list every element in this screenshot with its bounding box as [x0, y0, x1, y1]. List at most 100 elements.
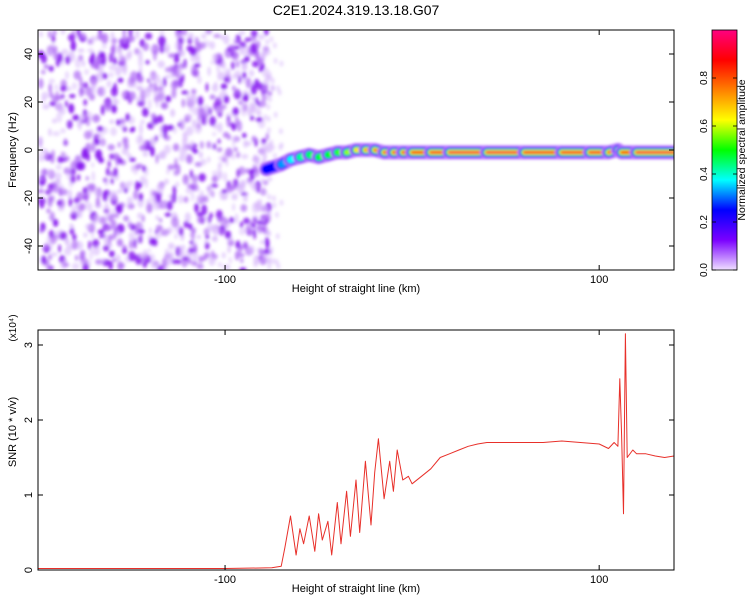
noise-speck [52, 218, 59, 227]
noise-speck [155, 86, 164, 92]
noise-speck [184, 212, 191, 223]
noise-speck [245, 168, 251, 174]
noise-speck [256, 199, 263, 205]
noise-speck [213, 124, 219, 130]
noise-speck [201, 115, 206, 126]
noise-speck [273, 152, 277, 159]
noise-speck [83, 130, 92, 140]
snr-ylabel: SNR (10 * v/v) [7, 397, 19, 467]
noise-speck [112, 97, 117, 103]
noise-speck [188, 223, 193, 231]
snr-series-line [38, 333, 674, 569]
noise-speck [63, 138, 68, 147]
noise-speck [110, 178, 114, 185]
noise-speck [82, 82, 89, 89]
noise-speck [158, 152, 163, 160]
noise-speck [266, 103, 271, 110]
noise-speck [206, 30, 211, 34]
noise-speck [96, 125, 104, 132]
noise-speck [49, 211, 55, 222]
noise-speck [61, 151, 65, 157]
noise-speck [50, 235, 57, 245]
noise-speck [256, 186, 260, 194]
noise-speck [221, 252, 226, 259]
noise-speck [211, 84, 219, 92]
noise-speck [194, 36, 199, 47]
noise-speck [54, 172, 62, 180]
noise-speck [210, 183, 219, 188]
noise-speck [149, 237, 156, 246]
noise-speck [243, 93, 249, 103]
noise-speck [84, 223, 93, 230]
noise-speck [208, 256, 216, 266]
noise-speck [219, 171, 223, 180]
noise-speck [143, 249, 148, 259]
noise-speck [117, 77, 124, 83]
noise-speck [250, 83, 257, 95]
noise-speck [189, 140, 195, 149]
noise-speck [135, 225, 139, 236]
noise-speck [227, 245, 231, 254]
noise-speck [104, 234, 108, 246]
noise-speck [267, 194, 272, 200]
noise-speck [51, 95, 60, 103]
noise-speck [232, 38, 239, 45]
noise-speck [94, 138, 100, 146]
noise-speck [225, 159, 229, 167]
noise-speck [118, 52, 123, 61]
noise-speck [271, 144, 275, 151]
noise-speck [85, 176, 90, 181]
noise-speck [64, 71, 70, 80]
noise-speck [92, 114, 100, 123]
noise-speck [250, 115, 254, 121]
noise-speck [127, 35, 135, 43]
noise-speck [185, 180, 189, 185]
noise-speck [252, 228, 257, 240]
noise-speck [258, 248, 265, 256]
noise-speck [115, 65, 122, 77]
noise-speck [174, 233, 178, 240]
noise-speck [47, 255, 53, 260]
noise-speck [265, 132, 269, 141]
noise-speck [192, 69, 200, 78]
noise-speck [196, 235, 202, 239]
noise-speck [98, 157, 105, 164]
noise-speck [197, 215, 204, 224]
noise-speck [77, 174, 81, 181]
noise-speck [98, 140, 106, 147]
colorbar-frame [711, 29, 738, 271]
noise-speck [85, 86, 93, 97]
noise-speck [44, 150, 49, 160]
noise-speck [110, 127, 117, 137]
noise-speck [191, 119, 197, 128]
noise-speck [207, 66, 211, 77]
noise-speck [155, 193, 162, 203]
colorbar-gradient [712, 30, 737, 270]
noise-speck [78, 122, 82, 131]
chart-title: C2E1.2024.319.13.18.G07 [272, 2, 440, 18]
noise-speck [142, 42, 149, 51]
noise-speck [155, 215, 160, 221]
spectrogram-xtick-label: 100 [590, 274, 608, 286]
noise-speck [145, 60, 150, 65]
noise-speck [241, 153, 249, 160]
noise-speck [101, 33, 109, 44]
noise-speck [83, 99, 88, 106]
noise-speck [106, 80, 112, 88]
noise-speck [190, 94, 195, 100]
noise-speck [169, 71, 175, 79]
noise-speck [112, 258, 117, 263]
spectrogram-ylabel: Frequency (Hz) [7, 112, 19, 188]
noise-speck [174, 40, 182, 51]
noise-speck [194, 186, 200, 192]
noise-speck [127, 80, 132, 89]
noise-speck [249, 220, 253, 227]
noise-speck [129, 157, 136, 162]
noise-speck [115, 205, 122, 211]
noise-speck [163, 77, 167, 87]
noise-speck [56, 183, 65, 194]
snr-xtick-label: 100 [590, 574, 608, 586]
noise-speck [38, 227, 44, 234]
noise-speck [173, 56, 180, 63]
noise-speck [161, 151, 167, 159]
